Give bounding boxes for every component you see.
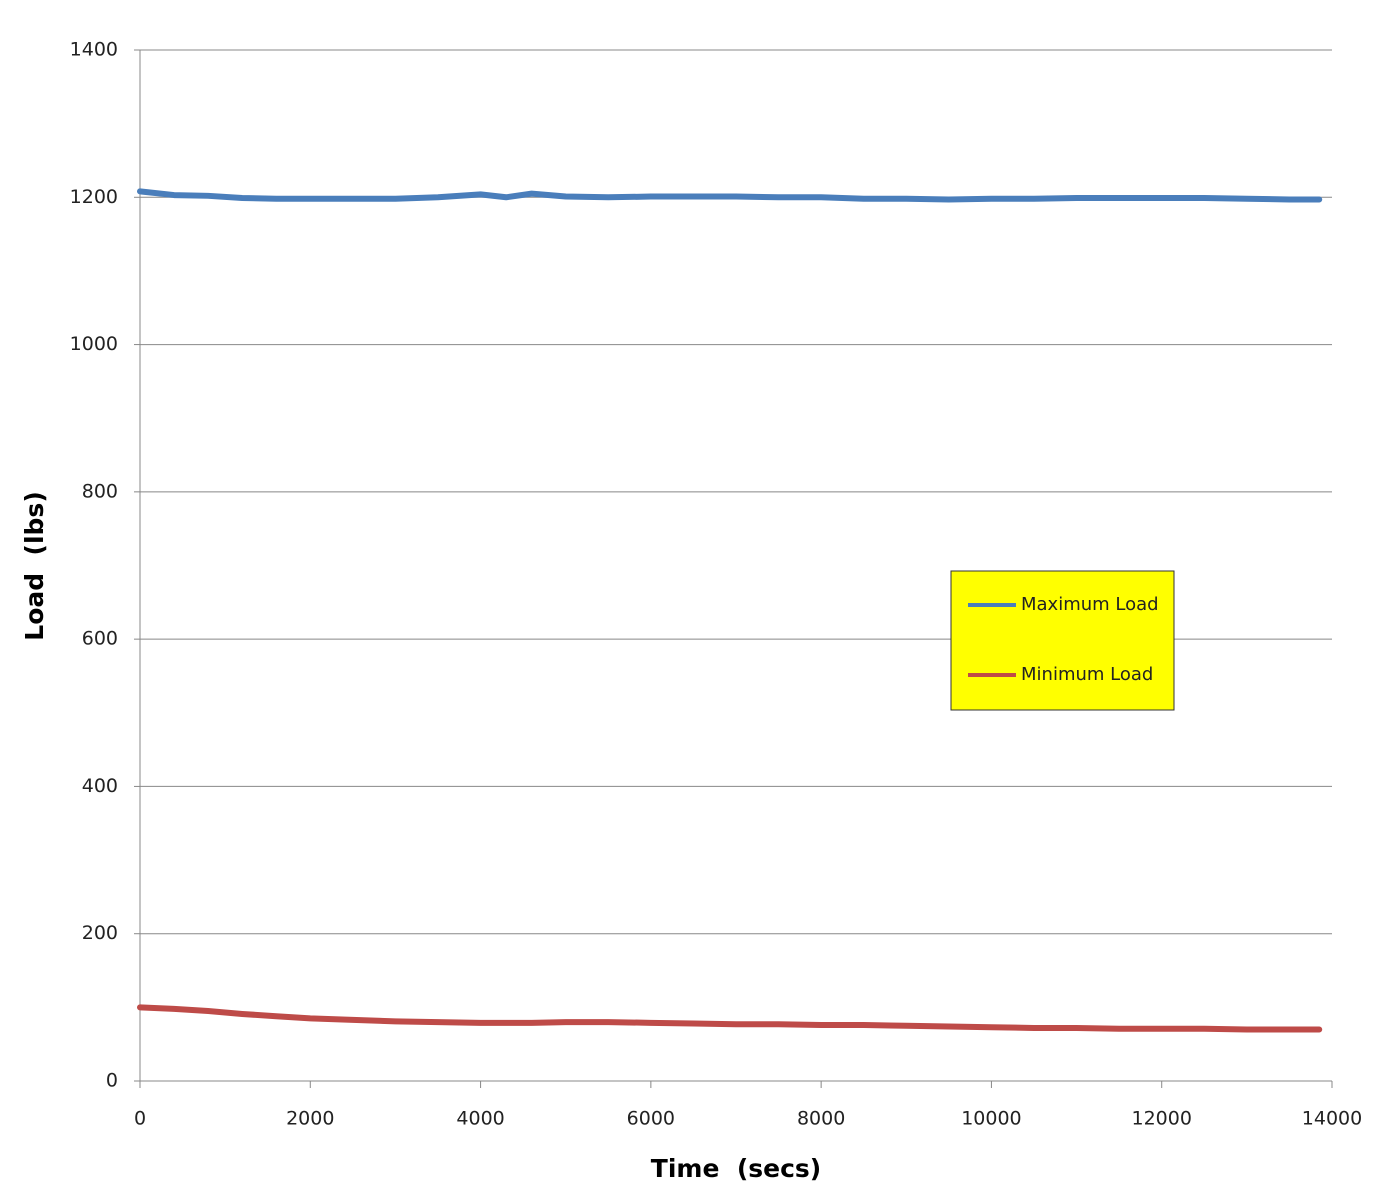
y-tick-label: 800	[82, 480, 118, 502]
series-line	[137, 1004, 1323, 1033]
y-tick-label: 1400	[70, 39, 118, 61]
x-tick-label: 8000	[797, 1108, 845, 1130]
y-tick-label: 200	[82, 922, 118, 944]
x-tick-label: 14000	[1302, 1108, 1362, 1130]
y-tick-label: 1000	[70, 333, 118, 355]
series-line	[137, 188, 1323, 203]
legend-box	[950, 570, 1175, 711]
legend-label: Maximum Load	[1021, 594, 1159, 615]
y-axis-title: Load (lbs)	[20, 491, 49, 640]
legend-label: Minimum Load	[1021, 664, 1153, 685]
x-tick-label: 10000	[961, 1108, 1021, 1130]
x-tick-label: 0	[134, 1108, 146, 1130]
y-tick-label: 1200	[70, 186, 118, 208]
y-tick-label: 0	[106, 1070, 118, 1092]
x-axis-title: Time (secs)	[651, 1154, 821, 1183]
y-tick-label: 400	[82, 775, 118, 797]
x-tick-label: 4000	[456, 1108, 504, 1130]
x-tick-label: 12000	[1131, 1108, 1191, 1130]
y-tick-label: 600	[82, 628, 118, 650]
x-tick-label: 6000	[627, 1108, 675, 1130]
x-tick-label: 2000	[286, 1108, 334, 1130]
